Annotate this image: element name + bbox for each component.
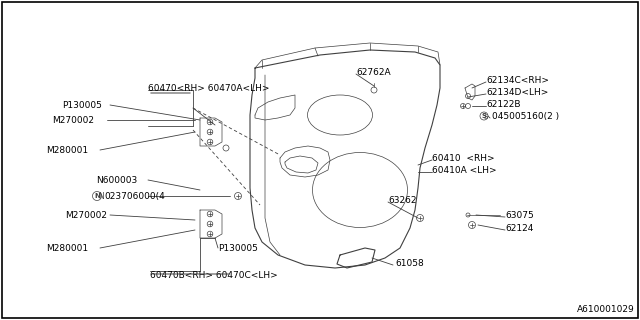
Text: 60470B<RH> 60470C<LH>: 60470B<RH> 60470C<LH> xyxy=(150,270,278,279)
Text: M270002: M270002 xyxy=(52,116,94,124)
Text: 61058: 61058 xyxy=(395,259,424,268)
Text: 60410A <LH>: 60410A <LH> xyxy=(432,165,497,174)
Text: 63075: 63075 xyxy=(505,211,534,220)
Text: N: N xyxy=(94,193,100,199)
Text: N: N xyxy=(98,191,104,201)
Text: 62122B: 62122B xyxy=(486,100,520,108)
Text: 60470<RH> 60470A<LH>: 60470<RH> 60470A<LH> xyxy=(148,84,269,92)
Text: M280001: M280001 xyxy=(46,244,88,252)
Text: 62124: 62124 xyxy=(505,223,533,233)
Text: 045005160(2 ): 045005160(2 ) xyxy=(492,111,559,121)
Text: N600003: N600003 xyxy=(96,175,137,185)
Text: 62762A: 62762A xyxy=(356,68,390,76)
Text: 023706000(4: 023706000(4 xyxy=(104,191,164,201)
Text: M270002: M270002 xyxy=(65,211,107,220)
Text: A610001029: A610001029 xyxy=(577,305,635,314)
Text: S: S xyxy=(484,114,488,119)
Text: 60410  <RH>: 60410 <RH> xyxy=(432,154,495,163)
Text: 62134C<RH>: 62134C<RH> xyxy=(486,76,549,84)
Text: 62134D<LH>: 62134D<LH> xyxy=(486,87,548,97)
Text: M280001: M280001 xyxy=(46,146,88,155)
Text: S: S xyxy=(481,113,486,119)
Text: P130005: P130005 xyxy=(62,100,102,109)
Text: 63262: 63262 xyxy=(388,196,417,204)
Text: P130005: P130005 xyxy=(218,244,258,252)
